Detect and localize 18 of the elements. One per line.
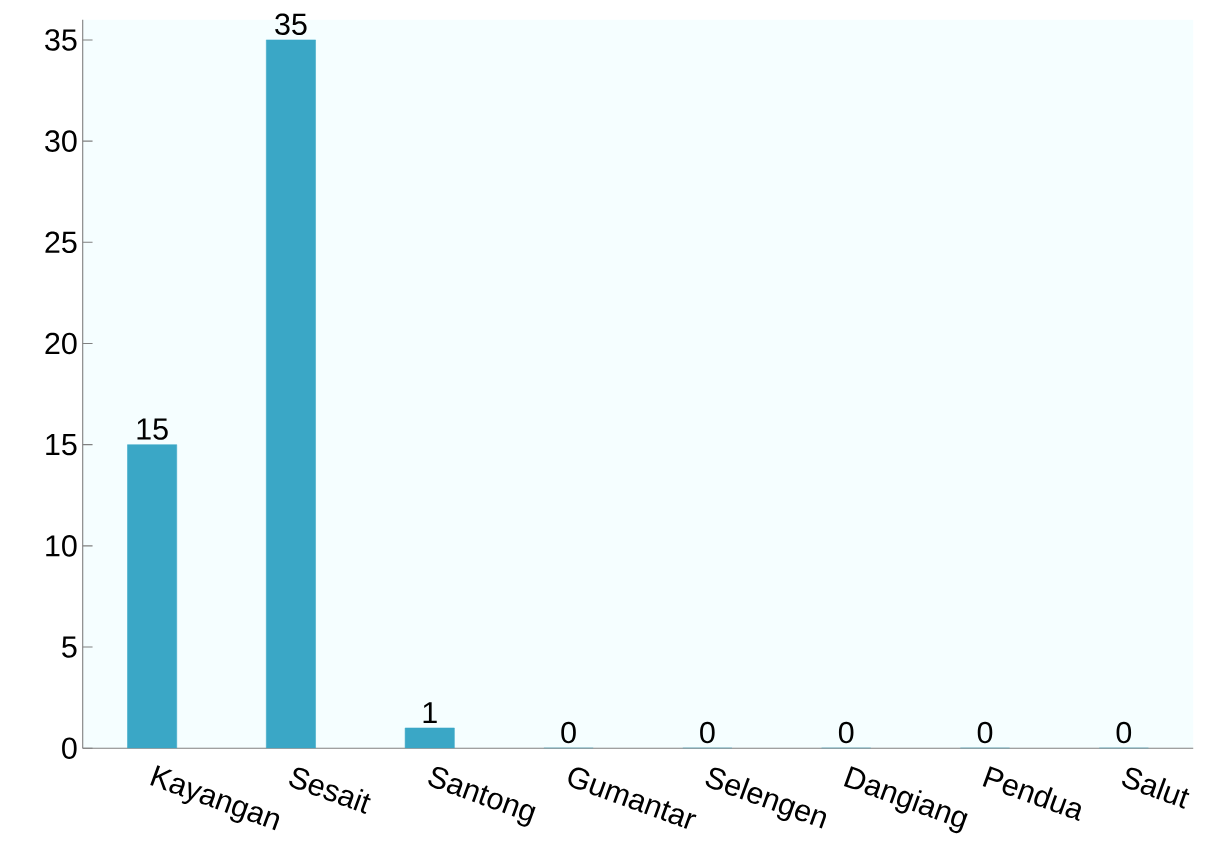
data-label: 0 xyxy=(977,721,993,744)
x-tick-label: Salut xyxy=(1122,767,1190,809)
data-label: 15 xyxy=(137,418,168,440)
y-tick-label: 15 xyxy=(46,433,77,456)
data-label: 1 xyxy=(423,701,437,723)
y-tick-label: 10 xyxy=(46,534,77,557)
y-tick-label: 25 xyxy=(45,231,77,253)
data-label: 0 xyxy=(1116,721,1132,744)
y-tick-label: 35 xyxy=(45,28,77,51)
data-label: 0 xyxy=(838,721,854,744)
y-tick-label: 0 xyxy=(62,737,77,759)
x-tick-label: Sesait xyxy=(289,767,371,814)
data-label: 0 xyxy=(700,721,715,744)
data-label: 35 xyxy=(275,13,307,35)
data-label: 0 xyxy=(561,721,576,744)
y-tick-label: 20 xyxy=(45,332,77,355)
y-tick-label: 30 xyxy=(45,130,77,152)
y-tick-label: 5 xyxy=(62,636,77,658)
